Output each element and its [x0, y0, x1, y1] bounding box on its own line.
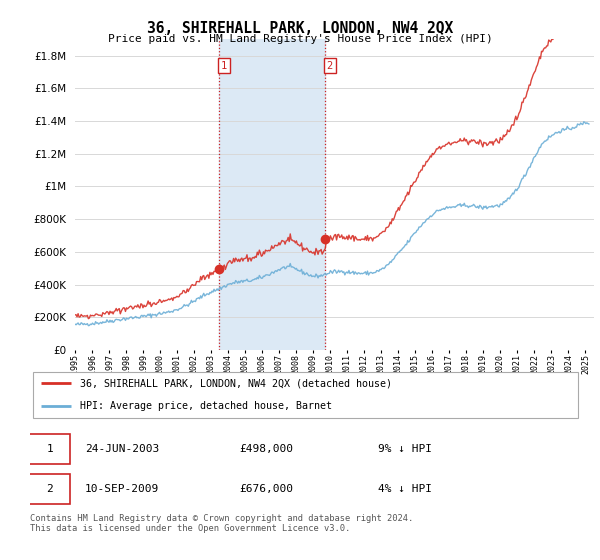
FancyBboxPatch shape	[29, 433, 70, 464]
Text: 9% ↓ HPI: 9% ↓ HPI	[378, 444, 432, 454]
Bar	[219, 39, 325, 350]
Text: 2: 2	[326, 60, 333, 71]
Text: HPI: Average price, detached house, Barnet: HPI: Average price, detached house, Barn…	[80, 402, 332, 412]
Text: £498,000: £498,000	[240, 444, 294, 454]
Text: Contains HM Land Registry data © Crown copyright and database right 2024.
This d: Contains HM Land Registry data © Crown c…	[30, 514, 413, 534]
Text: 36, SHIREHALL PARK, LONDON, NW4 2QX: 36, SHIREHALL PARK, LONDON, NW4 2QX	[147, 21, 453, 36]
Text: 36, SHIREHALL PARK, LONDON, NW4 2QX (detached house): 36, SHIREHALL PARK, LONDON, NW4 2QX (det…	[80, 378, 392, 388]
FancyBboxPatch shape	[33, 372, 578, 418]
Text: 1: 1	[46, 444, 53, 454]
Text: 4% ↓ HPI: 4% ↓ HPI	[378, 484, 432, 494]
Text: 2: 2	[46, 484, 53, 494]
FancyBboxPatch shape	[29, 474, 70, 505]
Text: Price paid vs. HM Land Registry's House Price Index (HPI): Price paid vs. HM Land Registry's House …	[107, 34, 493, 44]
Text: £676,000: £676,000	[240, 484, 294, 494]
Text: 1: 1	[221, 60, 227, 71]
Text: 10-SEP-2009: 10-SEP-2009	[85, 484, 160, 494]
Text: 24-JUN-2003: 24-JUN-2003	[85, 444, 160, 454]
